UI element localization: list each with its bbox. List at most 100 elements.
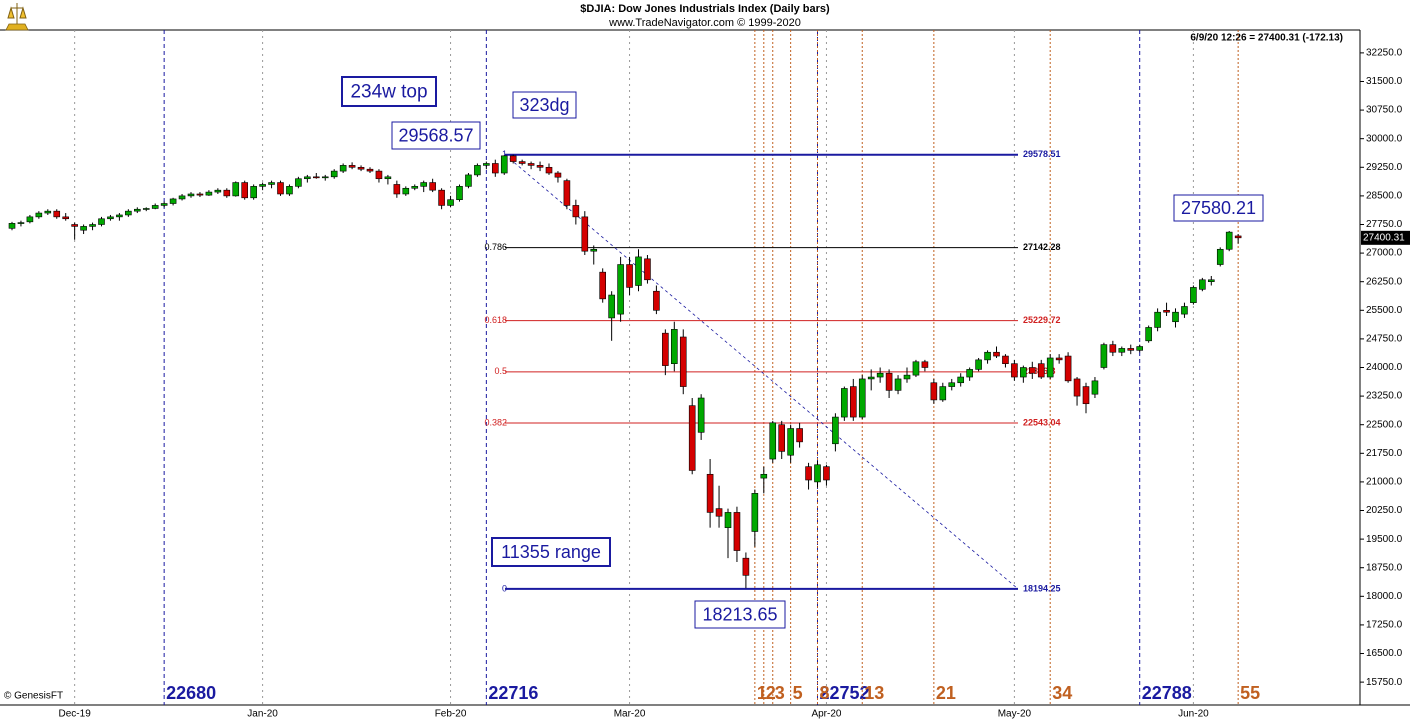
candle-body (1091, 380, 1099, 395)
chart-subtitle: www.TradeNavigator.com © 1999-2020 (608, 17, 801, 29)
candle-body (277, 182, 284, 195)
candle-body (993, 351, 1000, 357)
candle-body (125, 210, 132, 216)
candle-body (581, 216, 589, 252)
cycle-label: 13 (864, 683, 884, 703)
y-tick-label: 17250.0 (1366, 620, 1403, 631)
candle-body (984, 351, 991, 361)
candle-body (778, 424, 786, 452)
candle-body (1118, 348, 1126, 353)
candle-body (348, 165, 356, 168)
candle-body (1029, 367, 1036, 374)
candle-body (44, 210, 52, 214)
fib-price: 29578.51 (1023, 149, 1061, 159)
candle-body (957, 376, 965, 384)
annotation-text: 11355 range (501, 542, 601, 562)
candle-body (187, 193, 195, 197)
candle-body (814, 464, 821, 483)
y-tick-label: 18750.0 (1366, 562, 1403, 573)
candle-body (366, 168, 374, 172)
status-text: 6/9/20 12:26 = 27400.31 (-172.13) (1190, 33, 1343, 44)
candle-body (1064, 355, 1072, 382)
candle-body (107, 216, 114, 220)
annotation-text: 323dg (519, 95, 569, 115)
candle-body (554, 172, 562, 178)
candle-body (706, 473, 714, 513)
candle-body (483, 163, 490, 166)
candle-body (608, 294, 615, 319)
cycle-label: 22752 (820, 683, 870, 703)
cycle-label: 5 (793, 683, 803, 703)
candle-body (429, 182, 436, 191)
cycle-label: 34 (1052, 683, 1072, 703)
annotation-box (391, 121, 481, 150)
y-tick-label: 20250.0 (1366, 505, 1403, 516)
candle-body (384, 176, 392, 180)
candle-body (438, 189, 445, 206)
candle-body (196, 193, 204, 196)
candle-body (151, 205, 159, 209)
candle-body (1037, 363, 1045, 378)
fib-ratio: 0.618 (484, 315, 507, 325)
credit: © GenesisFT (4, 691, 63, 702)
candle-body (491, 163, 499, 174)
candle-body (697, 397, 705, 433)
candle-body (903, 374, 911, 380)
candle-body (626, 264, 633, 288)
candle-body (1109, 344, 1117, 353)
candle-body (599, 271, 607, 300)
candle-body (1208, 279, 1215, 282)
candle-body (930, 382, 938, 401)
candle-body (1199, 279, 1206, 290)
candle-body (688, 405, 696, 471)
candle-body (304, 176, 311, 180)
candle-body (527, 163, 535, 166)
y-tick-label: 29250.0 (1366, 162, 1403, 173)
candle-body (402, 187, 410, 195)
y-tick-label: 24000.0 (1366, 362, 1403, 373)
cycle-label: 22788 (1142, 683, 1192, 703)
y-tick-label: 30750.0 (1366, 105, 1403, 116)
cycle-label: 22716 (488, 683, 538, 703)
annotation-box (491, 537, 611, 567)
logo (5, 3, 29, 31)
cycle-label: 1 (757, 683, 767, 703)
cycle-label: 3 (775, 683, 785, 703)
price-tag-label: 27400.31 (1363, 232, 1405, 243)
x-tick-label: Mar-20 (614, 709, 646, 720)
candle-body (912, 361, 920, 376)
candle-body (456, 186, 463, 201)
annotation-text: 18213.65 (702, 604, 777, 624)
cycle-label: 8 (820, 683, 830, 703)
candle-body (1234, 235, 1242, 239)
candle-body (518, 161, 526, 164)
candle-body (1216, 248, 1224, 265)
x-tick-label: Dec-19 (59, 709, 92, 720)
fib-ratio: 0 (502, 583, 507, 593)
candle-body (1181, 306, 1188, 315)
candle-body (939, 386, 947, 401)
x-tick-label: Apr-20 (811, 709, 841, 720)
candle-body (178, 195, 186, 200)
candle-body (1145, 327, 1152, 342)
candle-body (1011, 363, 1018, 378)
candle-body (876, 372, 884, 378)
annotation-box (1173, 194, 1264, 222)
fib-ratio: 0.5 (494, 366, 507, 376)
candle-body (250, 186, 257, 199)
candle-body (295, 178, 302, 187)
candle-body (670, 329, 678, 364)
x-tick-label: Feb-20 (435, 709, 467, 720)
candle-body (1046, 357, 1054, 378)
candle-body (1163, 309, 1170, 313)
y-tick-label: 15750.0 (1366, 677, 1403, 688)
fib-ratio: 0.382 (484, 417, 507, 427)
candle-body (393, 184, 401, 195)
candle-body (465, 174, 472, 187)
y-tick-label: 31500.0 (1366, 76, 1403, 87)
candle-body (321, 176, 329, 179)
candle-body (975, 359, 982, 370)
candle-body (89, 224, 96, 227)
candle-body (662, 332, 669, 366)
